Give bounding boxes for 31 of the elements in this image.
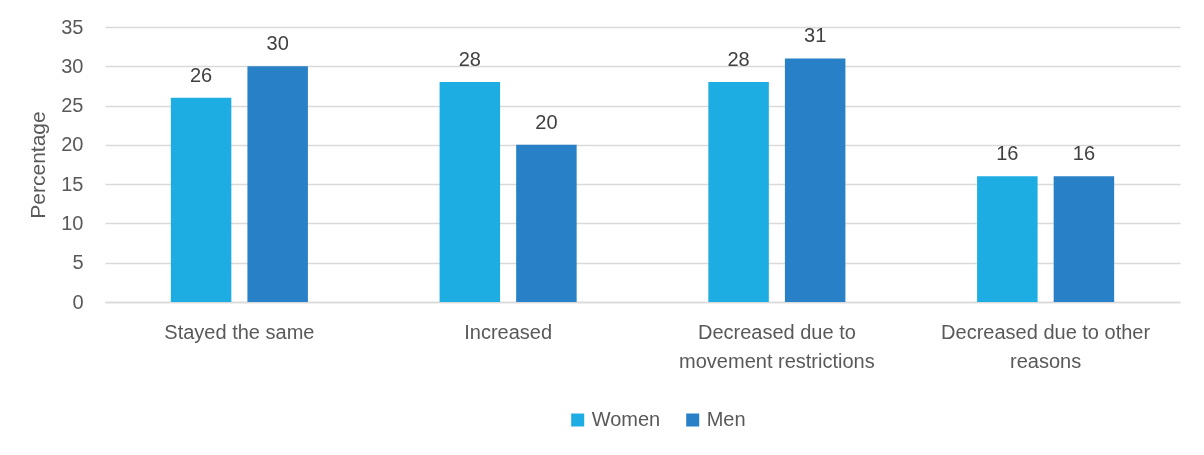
data-label: 26 bbox=[189, 63, 213, 86]
data-label: 28 bbox=[458, 48, 481, 70]
bar bbox=[977, 176, 1038, 302]
bar bbox=[516, 144, 577, 302]
x-tick-label: Stayed the same bbox=[164, 320, 315, 343]
data-label: 30 bbox=[266, 32, 289, 55]
bar bbox=[439, 82, 501, 302]
y-tick-label: 0 bbox=[72, 290, 84, 313]
data-label: 20 bbox=[535, 110, 558, 133]
data-label: 31 bbox=[804, 24, 827, 47]
bar bbox=[784, 58, 846, 302]
y-tick-label: 15 bbox=[61, 172, 84, 195]
data-label: 16 bbox=[1072, 142, 1096, 165]
y-axis-title: Percentage bbox=[26, 111, 50, 219]
x-tick-label: Decreased due to movement restrictions bbox=[679, 320, 875, 372]
bar bbox=[247, 66, 308, 302]
y-tick-label: 30 bbox=[61, 54, 84, 77]
x-tick-label: Increased bbox=[464, 320, 553, 343]
legend-label: Women bbox=[591, 408, 661, 430]
data-label: 28 bbox=[727, 48, 750, 70]
y-tick-label: 5 bbox=[72, 251, 84, 274]
bar bbox=[170, 97, 232, 302]
bar bbox=[708, 82, 769, 302]
y-tick-label: 10 bbox=[61, 211, 84, 234]
legend-label: Men bbox=[706, 408, 746, 430]
y-tick-label: 35 bbox=[61, 15, 84, 38]
x-tick-label: Decreased due to other reasons bbox=[941, 320, 1151, 372]
data-label: 16 bbox=[996, 142, 1019, 165]
y-tick-label: 25 bbox=[61, 94, 84, 117]
bar bbox=[1053, 176, 1115, 302]
y-tick-label: 20 bbox=[61, 133, 84, 156]
